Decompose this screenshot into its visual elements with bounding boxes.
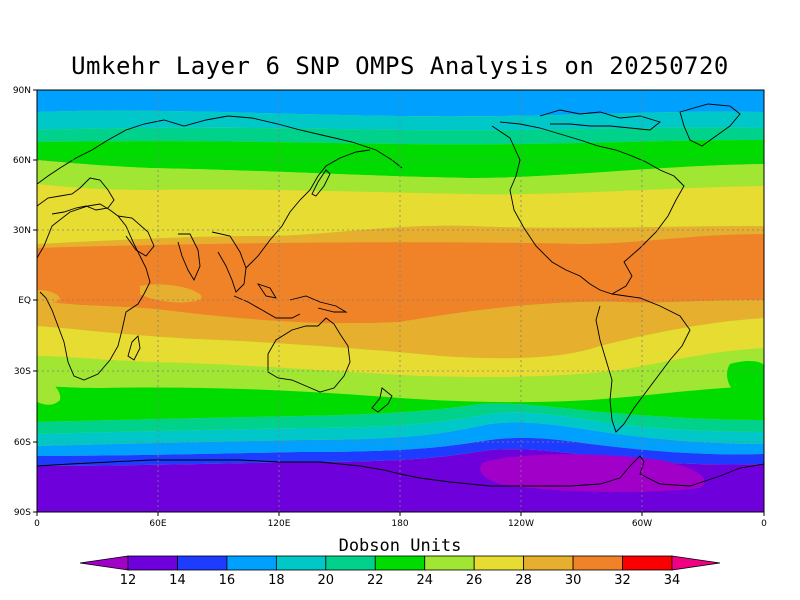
band-20-22-s	[37, 403, 764, 434]
eurasia-north-coast	[37, 115, 403, 185]
china-coast	[245, 149, 371, 269]
colorbar-label: 22	[367, 573, 384, 588]
colorbar-label: 20	[318, 573, 335, 588]
y-tick-label: EQ	[18, 296, 31, 306]
colorbar-label: 32	[614, 573, 631, 588]
y-tick-label: 30S	[14, 367, 31, 377]
x-tick-labels: 0 60E 120E 180 120W 60W 0	[34, 519, 767, 529]
y-tick-labels: 90N 60N 30N EQ 30S 60S 90S	[13, 86, 31, 518]
antarctica-coast	[37, 455, 764, 487]
madagascar-coast	[127, 335, 141, 361]
colorbar-swatch	[374, 555, 426, 571]
band-26-28	[37, 184, 764, 244]
band-20-22	[37, 127, 764, 145]
y-tick-label: 60N	[13, 156, 31, 166]
greenland-coast	[679, 103, 741, 147]
band-22-24-patch	[727, 360, 764, 397]
colorbar-swatch	[275, 555, 327, 571]
band-30-32	[37, 234, 764, 324]
x-tick-label: 120E	[268, 519, 291, 529]
colorbar-label: 16	[219, 573, 236, 588]
indonesia-coast	[233, 283, 348, 319]
colorbar-swatch	[325, 555, 376, 571]
colorbar-swatch	[424, 555, 475, 571]
y-tick-label: 90N	[13, 86, 31, 96]
x-tick-label: 60E	[149, 519, 166, 529]
band-26-28-s	[37, 318, 764, 378]
coastlines	[37, 103, 764, 487]
band-min-s	[480, 454, 705, 493]
band-24-26-patch	[37, 379, 61, 405]
band-18-20-s	[37, 412, 764, 446]
colorbar-label: 12	[120, 573, 137, 588]
colorbar-label: 14	[169, 573, 186, 588]
colorbar-label: 18	[268, 573, 285, 588]
colorbar-label: 26	[466, 573, 483, 588]
colorbar-label: 28	[515, 573, 532, 588]
colorbar: 12 14 16 18 20 22 24 26 28 30 32 34	[79, 555, 721, 588]
map-title: Umkehr Layer 6 SNP OMPS Analysis on 2025…	[71, 52, 729, 80]
band-22-24-s	[37, 386, 764, 422]
band-14-16-s	[37, 437, 764, 466]
japan-coast	[311, 169, 331, 197]
graticule	[37, 90, 764, 512]
band-28-30-s	[37, 300, 764, 359]
colorbar-swatch	[572, 555, 623, 571]
arctic-islands	[539, 109, 661, 131]
band-24-26	[37, 160, 764, 195]
colorbar-swatch	[523, 555, 574, 571]
se-asia-coast	[211, 231, 247, 293]
colorbar-swatch	[226, 555, 277, 571]
arabia-coast	[117, 215, 155, 257]
europe-coast	[37, 177, 115, 215]
colorbar-swatch	[177, 555, 228, 571]
band-16-18	[37, 90, 764, 117]
band-16-18-s	[37, 422, 764, 456]
colorbar-swatch	[622, 555, 673, 571]
colorbar-swatch	[127, 555, 178, 571]
contour-fill	[37, 90, 764, 512]
x-tick-label: 120W	[508, 519, 534, 529]
colorbar-title: Dobson Units	[338, 536, 462, 556]
x-tick-label: 60W	[632, 519, 652, 529]
band-28-30	[37, 225, 764, 248]
x-tick-label: 0	[34, 519, 40, 529]
south-america-coast	[595, 293, 691, 433]
band-22-24	[37, 140, 764, 178]
india-coast	[177, 233, 201, 281]
colorbar-label: 24	[416, 573, 433, 588]
north-america-coast	[491, 121, 685, 295]
band-28-30-patch	[140, 284, 202, 303]
ticks	[33, 89, 765, 516]
x-tick-label: 180	[391, 519, 408, 529]
x-tick-label: 0	[761, 519, 767, 529]
band-24-26-s	[37, 348, 764, 403]
colorbar-label: 34	[664, 573, 681, 588]
colorbar-swatch	[473, 555, 525, 571]
colorbar-label: 30	[565, 573, 582, 588]
y-tick-label: 90S	[14, 508, 31, 518]
colorbar-high-arrow	[671, 555, 721, 571]
new-zealand-coast	[371, 387, 393, 413]
colorbar-low-arrow	[79, 555, 129, 571]
australia-coast	[267, 317, 351, 393]
y-tick-label: 30N	[13, 226, 31, 236]
y-tick-label: 60S	[14, 438, 31, 448]
band-28-30-patch2	[37, 290, 60, 303]
africa-coast	[37, 203, 151, 381]
